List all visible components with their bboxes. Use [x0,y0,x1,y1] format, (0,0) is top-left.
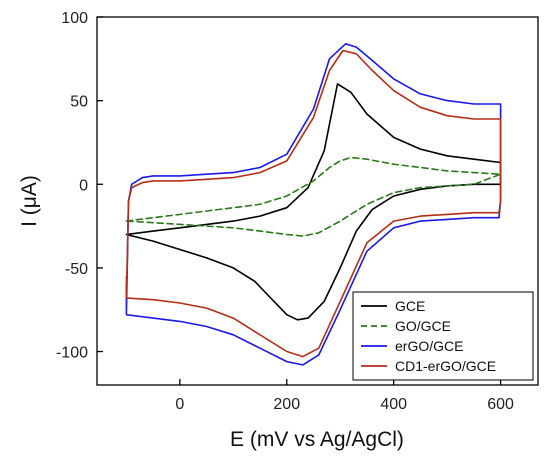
series-line-gce [125,83,502,321]
x-axis-ticks: 0 200 400 600 [175,379,514,413]
series-line-cd1-ergo-gce [125,49,502,358]
series-line-ergo-gce [125,42,502,366]
legend-label: GO/GCE [395,318,451,334]
x-tick-label: 600 [487,396,514,413]
plot-frame [96,16,539,386]
x-tick-label: 0 [175,396,184,413]
legend: GCE GO/GCE erGO/GCE CD1-erGO/GCE [352,291,534,381]
y-axis-ticks: -100 -50 0 50 100 [56,10,103,362]
legend-label: CD1-erGO/GCE [395,358,496,374]
y-tick-label: -50 [65,261,88,278]
y-axis-label: I (μA) [18,175,41,227]
legend-label: GCE [395,298,425,314]
x-tick-label: 400 [380,396,407,413]
x-axis-label: E (mV vs Ag/AgCl) [230,428,404,451]
y-tick-label: 100 [61,10,88,27]
series-line-go-gce [125,156,502,237]
series-layer [125,42,502,366]
legend-label: erGO/GCE [395,338,463,354]
y-tick-label: 50 [70,94,88,111]
x-tick-label: 200 [273,396,300,413]
y-tick-label: 0 [79,177,88,194]
y-tick-label: -100 [56,345,88,362]
